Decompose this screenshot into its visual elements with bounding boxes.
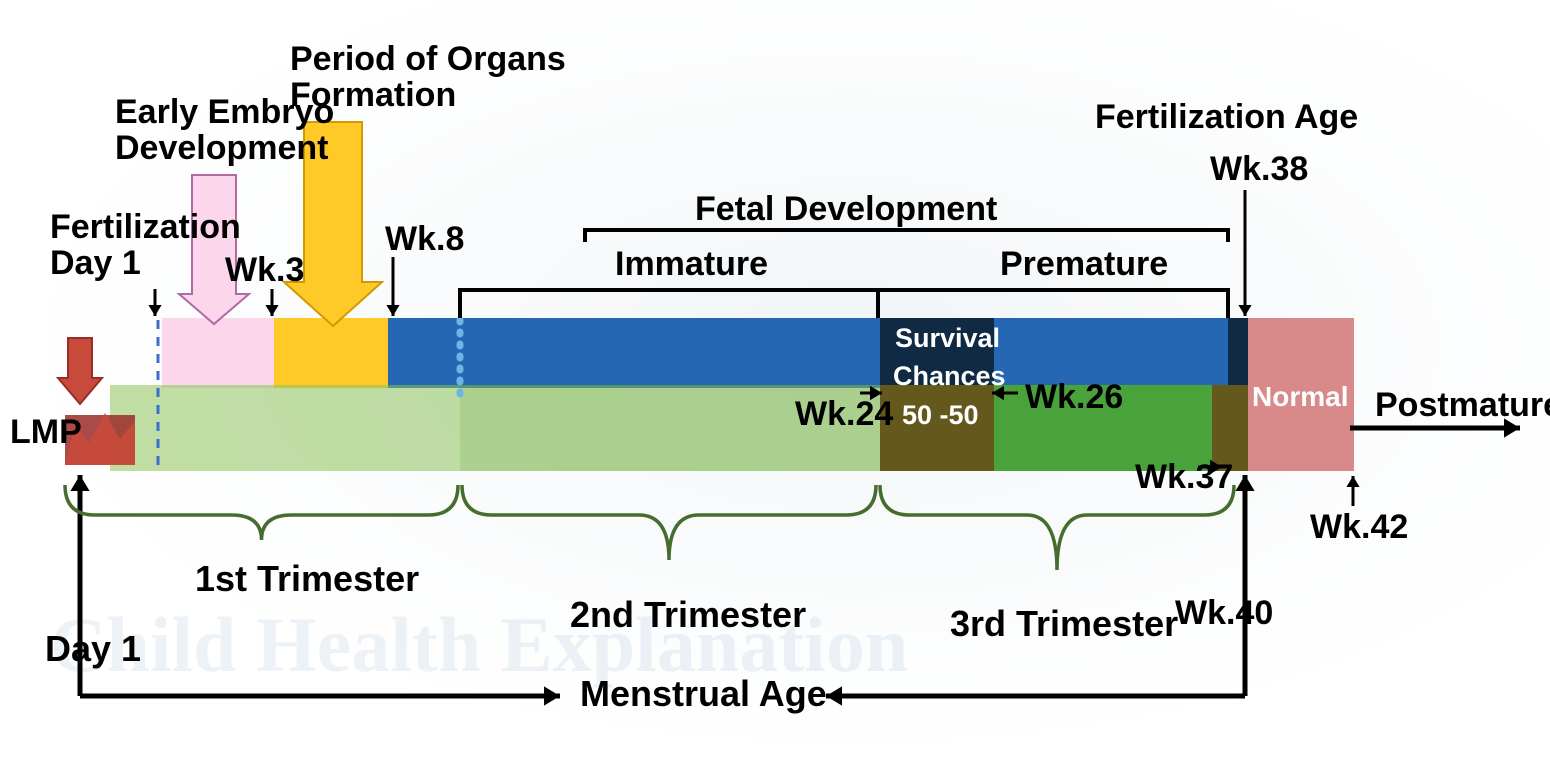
label-wk37: Wk.37 bbox=[1135, 460, 1233, 496]
label-survival-bot: 50 -50 bbox=[902, 401, 979, 429]
label-wk38: Wk.38 bbox=[1210, 152, 1308, 188]
label-fert-age: Fertilization Age bbox=[1095, 100, 1358, 136]
label-menstrual-age: Menstrual Age bbox=[580, 675, 827, 713]
label-organs: Period of Organs Formation bbox=[290, 42, 566, 113]
label-wk40: Wk.40 bbox=[1175, 596, 1273, 632]
label-day1: Day 1 bbox=[45, 630, 141, 668]
label-wk42: Wk.42 bbox=[1310, 510, 1408, 546]
label-normal: Normal bbox=[1252, 382, 1348, 411]
label-tri3: 3rd Trimester bbox=[950, 605, 1178, 643]
label-premature: Premature bbox=[1000, 247, 1168, 283]
label-fetal-dev: Fetal Development bbox=[695, 192, 997, 228]
label-wk26: Wk.26 bbox=[1025, 380, 1123, 416]
label-survival-mid: Chances bbox=[893, 362, 1006, 390]
label-wk24: Wk.24 bbox=[795, 397, 893, 433]
label-lmp: LMP bbox=[10, 415, 82, 451]
label-wk8: Wk.8 bbox=[385, 222, 464, 258]
label-fert-day1: Fertilization Day 1 bbox=[50, 210, 241, 281]
label-survival-top: Survival bbox=[895, 324, 1000, 352]
label-immature: Immature bbox=[615, 247, 768, 283]
label-tri2: 2nd Trimester bbox=[570, 596, 806, 634]
label-postmature: Postmature bbox=[1375, 388, 1550, 424]
label-wk3: Wk.3 bbox=[225, 253, 304, 289]
label-tri1: 1st Trimester bbox=[195, 560, 419, 598]
